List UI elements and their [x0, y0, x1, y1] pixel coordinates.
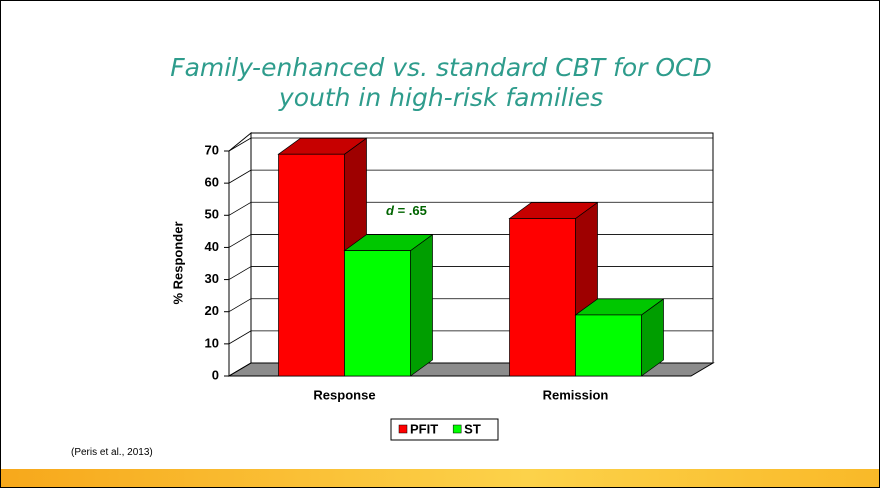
slide-title: Family-enhanced vs. standard CBT for OCD… [170, 53, 712, 112]
legend-label: ST [464, 421, 481, 436]
footer-band [1, 469, 879, 487]
x-tick-label: Remission [543, 387, 609, 402]
annotation: d = .65 [386, 203, 427, 218]
y-tick-label: 10 [205, 335, 219, 350]
bar [575, 314, 642, 377]
legend-label: PFIT [410, 421, 438, 436]
annotation-rest: = .65 [394, 203, 427, 218]
grid-line-side [228, 137, 252, 152]
y-tick-label: 20 [205, 303, 219, 318]
annotation-italic: d [386, 203, 395, 218]
y-tick-label: 0 [212, 367, 219, 382]
x-tick-label: Response [313, 387, 375, 402]
bar [509, 218, 576, 377]
legend-swatch [398, 424, 408, 434]
source-note: (Peris et al., 2013) [71, 447, 153, 458]
side-wall [228, 131, 252, 377]
bar [278, 153, 345, 377]
y-axis-title: % Responder [170, 221, 185, 304]
y-tick-label: 40 [205, 239, 219, 254]
y-tick-label: 60 [205, 175, 219, 190]
grid-line-side [228, 169, 252, 184]
y-tick-label: 70 [205, 142, 219, 157]
grid-line-side [228, 201, 252, 216]
grid-line-side [228, 298, 252, 313]
y-tick-label: 30 [205, 271, 219, 286]
legend-swatch [452, 424, 462, 434]
bar [344, 250, 411, 377]
grid-line-side [228, 234, 252, 248]
grid-line-side [228, 362, 252, 377]
bar-side [410, 233, 433, 377]
legend-box [390, 418, 499, 441]
grid-line-side [228, 266, 252, 280]
y-tick-label: 50 [205, 207, 219, 222]
grid-line-side [228, 330, 252, 345]
legend: PFIT ST [390, 418, 499, 441]
